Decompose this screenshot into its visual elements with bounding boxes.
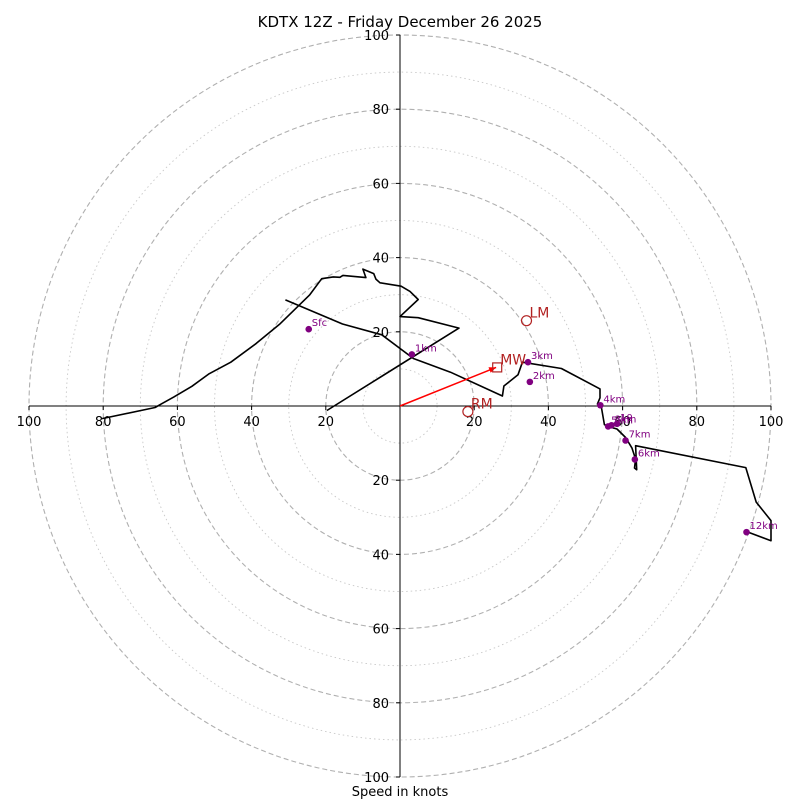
- x-tick-label: 80: [689, 415, 706, 430]
- storm-motion-marker-rm: [462, 405, 474, 418]
- height-marker-dot: [408, 351, 416, 358]
- height-marker-dot: [622, 437, 629, 444]
- storm-motion-marker-lm: [520, 315, 533, 327]
- height-marker-label: Sfc: [312, 318, 327, 329]
- height-marker-label: 8km: [614, 414, 636, 425]
- y-tick-label: 100: [364, 29, 389, 44]
- height-marker-dot: [743, 528, 750, 536]
- y-tick-label: 80: [372, 103, 389, 118]
- height-marker-dot: [631, 456, 639, 463]
- height-marker-dot: [524, 358, 532, 366]
- height-marker-label: 5km: [611, 415, 633, 426]
- storm-motion-label: MW: [500, 352, 526, 368]
- x-tick-label: 40: [540, 415, 557, 430]
- storm-motion-marker-mw: [492, 362, 503, 373]
- height-marker-dot: [597, 401, 604, 409]
- height-marker-label: 6km: [638, 448, 660, 459]
- height-marker-dot: [608, 421, 615, 429]
- y-tick-label: 40: [372, 548, 389, 563]
- height-marker-label: 7km: [629, 430, 651, 441]
- hodograph-trace: [285, 299, 772, 542]
- x-tick-label: 40: [243, 415, 260, 430]
- mean-wind-vector-line: [399, 366, 497, 407]
- height-marker-dot: [305, 325, 313, 333]
- y-tick-label: 100: [364, 771, 389, 786]
- chart-title: KDTX 12Z - Friday December 26 2025: [258, 13, 543, 31]
- x-tick-label: 80: [95, 415, 112, 430]
- height-marker-label: 12km: [750, 521, 778, 532]
- x-tick-label: 60: [169, 415, 186, 430]
- height-marker-dot: [613, 420, 621, 428]
- x-axis-label: Speed in knots: [352, 785, 449, 800]
- x-tick-label: 100: [759, 415, 784, 430]
- storm-motion-label: LM: [530, 306, 550, 322]
- y-tick-label: 40: [372, 252, 389, 267]
- height-marker-label: 4km: [603, 394, 625, 405]
- hodograph-traces: [101, 268, 772, 542]
- y-tick-label: 60: [372, 177, 389, 192]
- x-tick-label: 100: [17, 415, 42, 430]
- height-marker-label: 2km: [533, 371, 555, 382]
- x-tick-label: 20: [466, 415, 483, 430]
- y-tick-label: 20: [372, 474, 389, 489]
- height-marker-dot: [526, 378, 534, 386]
- x-tick-label: 20: [318, 415, 335, 430]
- height-marker-label: 1km: [415, 343, 437, 354]
- y-tick-label: 80: [372, 697, 389, 712]
- storm-motion-markers: LM MW RM: [462, 306, 550, 418]
- y-tick-label: 60: [372, 623, 389, 638]
- hodograph-upper-loop: [101, 268, 460, 420]
- axes: 1001008080606040402020202040406060808010…: [17, 29, 784, 786]
- storm-motion-label: RM: [471, 397, 493, 413]
- height-marker-label: 10: [620, 413, 633, 424]
- height-marker-label: 3km: [531, 351, 553, 362]
